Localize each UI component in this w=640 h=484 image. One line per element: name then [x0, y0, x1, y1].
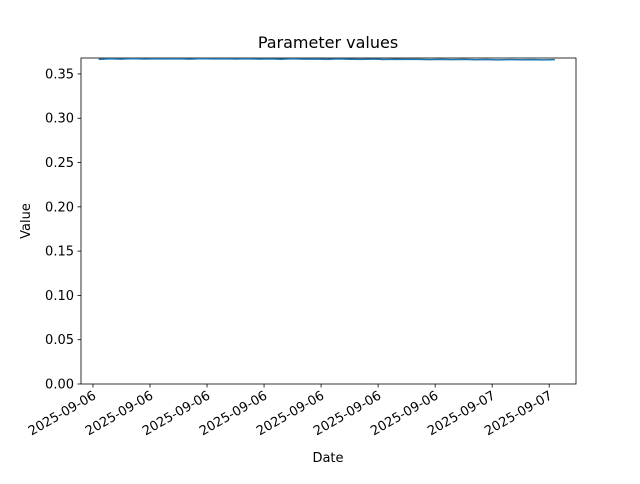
- data-line: [98, 57, 555, 61]
- y-tick-label: 0.05: [45, 333, 74, 348]
- y-tick-label: 0.00: [45, 378, 74, 393]
- y-tick-label: 0.10: [45, 289, 74, 304]
- y-tick-label: 0.15: [45, 245, 74, 260]
- y-tick-label: 0.35: [45, 67, 74, 82]
- x-axis-label: Date: [312, 451, 343, 466]
- y-tick-label: 0.25: [45, 156, 74, 171]
- y-tick-label: 0.30: [45, 112, 74, 127]
- plot-frame: [80, 57, 577, 385]
- y-tick-label: 0.20: [45, 200, 74, 215]
- chart-title: Parameter values: [258, 33, 398, 52]
- y-axis-label: Value: [19, 203, 34, 239]
